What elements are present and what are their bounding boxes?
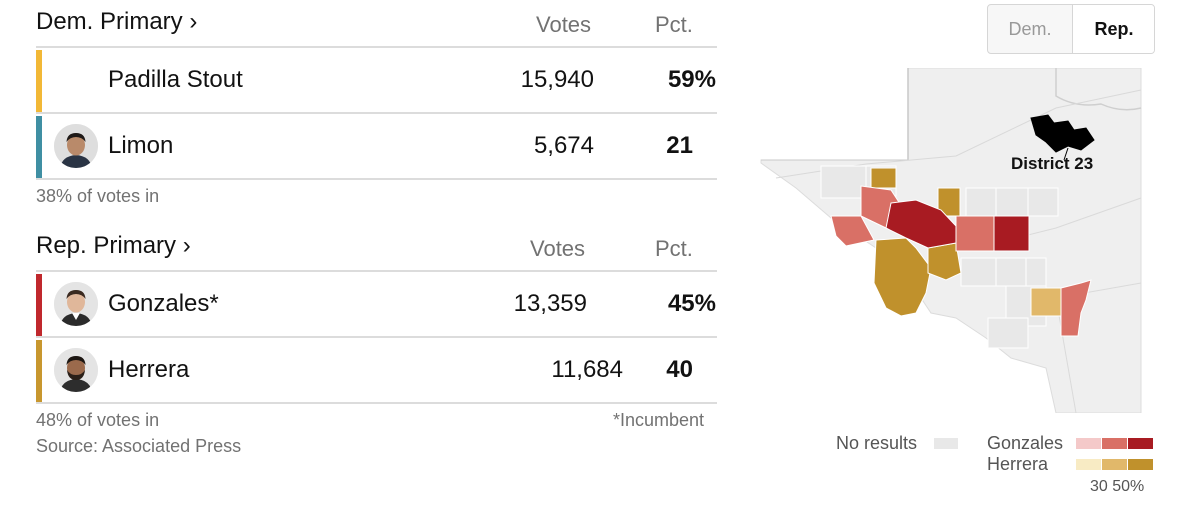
herrera-swatch-low [1076,459,1101,470]
district-label: District 23 [1011,154,1093,173]
candidate-row: Herrera 11,684 40 [36,338,717,404]
candidate-pct: 21 [666,132,693,159]
candidate-pct: 45% [667,290,716,317]
incumbent-footnote: *Incumbent [613,410,705,430]
candidate-name: Herrera [108,356,190,383]
source-credit: Source: Associated Press [36,436,242,456]
rep-reporting-status: 48% of votes in [36,410,160,430]
candidate-row: Gonzales* 13,359 45% [36,272,717,338]
candidate-photo-avatar [54,348,98,392]
district-map: District 23 [756,67,1146,414]
candidate-pct: 40 [666,356,693,383]
herrera-swatch-mid [1102,459,1127,470]
legend-no-results-label: No results [836,433,918,453]
candidate-name: Padilla Stout [108,66,243,93]
candidate-row: Limon 5,674 21 [36,114,717,180]
candidate-color-bar [36,274,42,336]
pct-column-header: Pct. [655,12,693,37]
candidate-photo-avatar [54,124,98,168]
candidate-color-bar [36,340,42,402]
dem-toggle-button[interactable]: Dem. [1008,19,1052,39]
dem-primary-link[interactable]: Dem. Primary › [36,8,198,35]
party-toggle: Dem. Rep. [987,4,1155,54]
rep-primary-header: Rep. Primary › Votes Pct. [36,224,717,272]
pct-column-header: Pct. [655,236,693,261]
candidate-votes: 13,359 [513,290,587,317]
dem-primary-table: Dem. Primary › Votes Pct. Padilla Stout … [36,0,717,206]
rep-primary-link[interactable]: Rep. Primary › [36,232,191,259]
candidate-color-bar [36,116,42,178]
district-23-shape [1030,114,1095,153]
rep-primary-table: Rep. Primary › Votes Pct. Gonzales* 13,3… [36,224,717,456]
candidate-row: Padilla Stout 15,940 59% [36,48,717,114]
votes-column-header: Votes [536,12,592,37]
gonzales-swatch-low [1076,438,1101,449]
candidate-name: Gonzales* [108,290,219,317]
dem-primary-header: Dem. Primary › Votes Pct. [36,0,717,48]
candidate-votes: 5,674 [533,132,594,159]
no-results-swatch [934,438,958,449]
candidate-name: Limon [108,132,174,159]
candidate-color-bar [36,50,42,112]
legend-scale-label: 30 50% [1090,478,1145,495]
herrera-swatch-high [1128,459,1153,470]
candidate-photo-avatar [54,282,98,326]
legend-gonzales-label: Gonzales [987,433,1064,453]
candidate-votes: 11,684 [551,356,623,383]
county-results-map: District 23 [760,67,1142,414]
gonzales-swatch-mid [1102,438,1127,449]
candidate-votes: 15,940 [520,66,594,93]
rep-toggle-button[interactable]: Rep. [1072,5,1154,53]
legend-herrera-label: Herrera [987,454,1049,474]
dem-reporting-status: 38% of votes in [36,186,160,206]
candidate-pct: 59% [667,66,716,93]
gonzales-swatch-high [1128,438,1153,449]
votes-column-header: Votes [530,236,586,261]
